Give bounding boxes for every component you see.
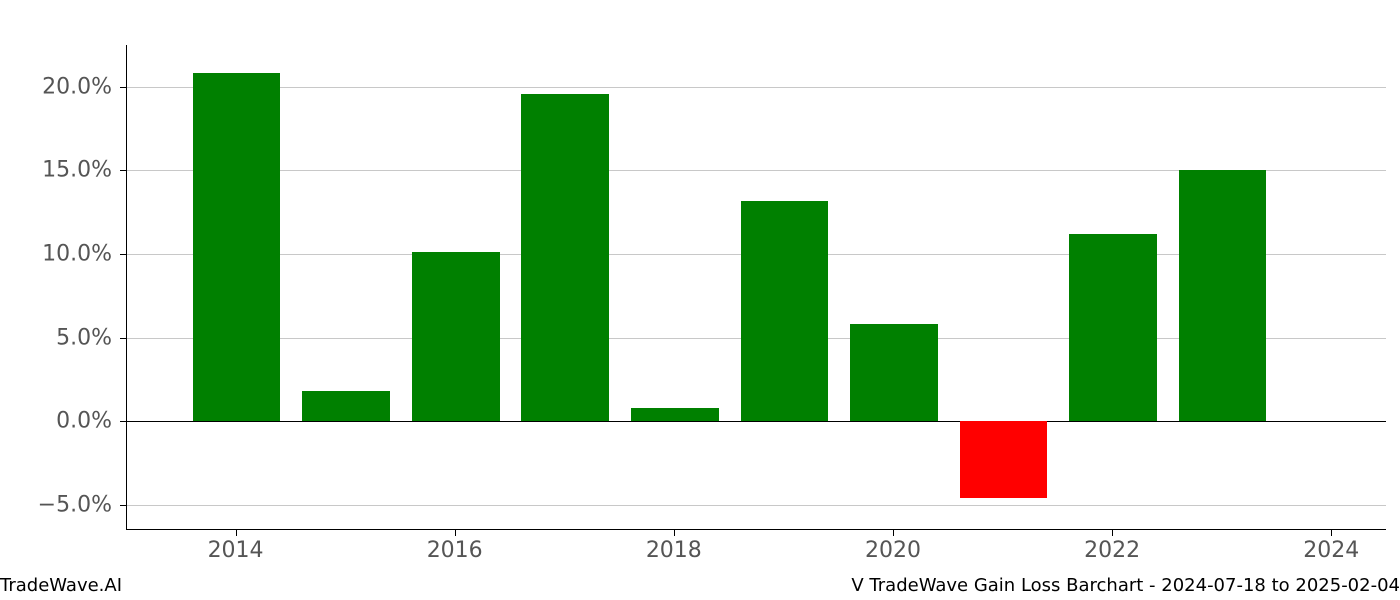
bar (412, 252, 500, 421)
watermark-left: TradeWave.AI (0, 575, 122, 596)
gridline (127, 87, 1386, 88)
y-tick-mark (120, 254, 126, 255)
y-tick-label: 15.0% (0, 158, 112, 183)
bar (1069, 234, 1157, 421)
y-tick-mark (120, 170, 126, 171)
y-tick-label: 0.0% (0, 409, 112, 434)
y-tick-mark (120, 505, 126, 506)
gridline (127, 421, 1386, 422)
bar (521, 94, 609, 422)
y-tick-label: 20.0% (0, 74, 112, 99)
x-tick-label: 2024 (1303, 538, 1359, 563)
x-tick-label: 2022 (1084, 538, 1140, 563)
x-tick-mark (674, 530, 675, 536)
y-tick-mark (120, 338, 126, 339)
plot-area (126, 45, 1386, 530)
y-tick-label: 5.0% (0, 325, 112, 350)
bar (1179, 170, 1267, 421)
x-tick-mark (455, 530, 456, 536)
gain-loss-barchart: −5.0% 0.0% 5.0% 10.0% 15.0% 20.0% 2014 2016 201… (0, 0, 1400, 600)
bar (193, 73, 281, 421)
y-tick-label: 10.0% (0, 242, 112, 267)
gridline (127, 505, 1386, 506)
x-tick-mark (893, 530, 894, 536)
x-tick-label: 2016 (427, 538, 483, 563)
bar (302, 391, 390, 421)
caption-right: V TradeWave Gain Loss Barchart - 2024-07… (851, 575, 1400, 596)
x-tick-label: 2020 (865, 538, 921, 563)
bar (850, 324, 938, 421)
x-tick-mark (1112, 530, 1113, 536)
y-tick-label: −5.0% (0, 492, 112, 517)
x-tick-mark (1331, 530, 1332, 536)
x-tick-label: 2014 (208, 538, 264, 563)
y-tick-mark (120, 421, 126, 422)
x-tick-mark (236, 530, 237, 536)
bar (631, 408, 719, 421)
x-tick-label: 2018 (646, 538, 702, 563)
y-tick-mark (120, 87, 126, 88)
bar (960, 421, 1048, 498)
bar (741, 201, 829, 422)
